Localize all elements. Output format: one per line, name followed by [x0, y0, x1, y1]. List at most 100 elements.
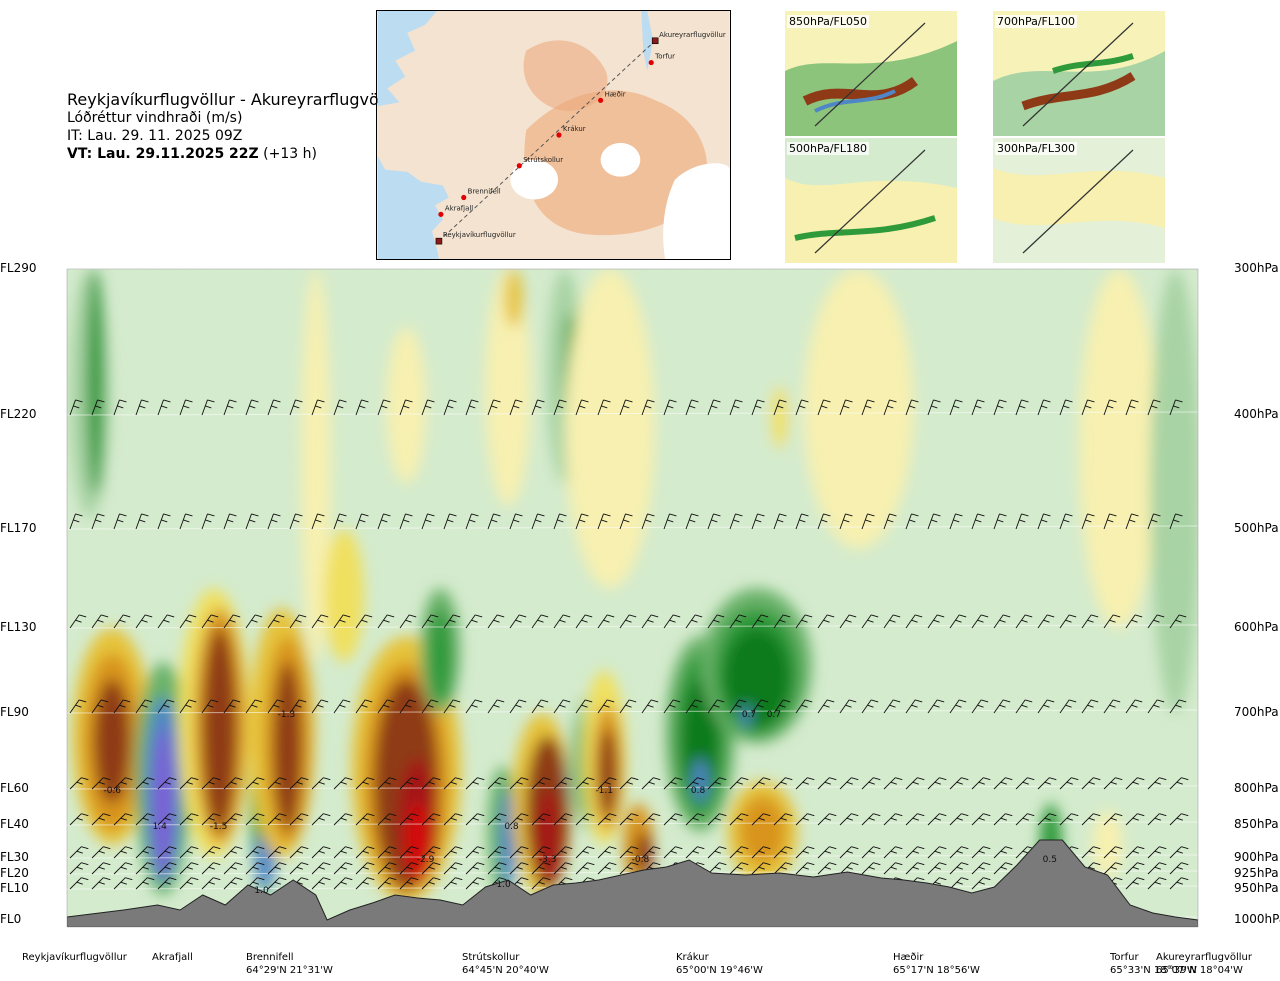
wind-barb	[575, 846, 595, 859]
wind-barb	[487, 399, 501, 416]
inset-500hpa: 500hPa/FL180	[785, 138, 957, 263]
pressure-level-line	[67, 821, 1198, 826]
wind-barb	[334, 269, 335, 270]
map-place: Krákur	[556, 125, 586, 138]
wind-barb	[246, 269, 247, 270]
wind-barb	[641, 777, 661, 790]
wind-barb	[971, 614, 989, 629]
wind-barb	[949, 699, 967, 714]
wind-barb	[795, 399, 809, 416]
velocity-contour	[682, 679, 719, 804]
wind-barb	[971, 777, 991, 790]
velocity-contour	[941, 758, 1002, 889]
wind-barb	[839, 699, 857, 714]
wind-barb	[642, 269, 643, 270]
wind-barb	[619, 513, 633, 530]
airport-icon	[651, 37, 659, 45]
velocity-contour	[273, 662, 302, 832]
inset-300hpa-label: 300hPa/FL300	[995, 142, 1078, 155]
wind-barb	[135, 513, 149, 530]
wind-barb	[751, 699, 769, 714]
wind-barb	[553, 699, 571, 714]
wind-barb	[993, 614, 1011, 629]
valid-time-offset: (+13 h)	[263, 146, 317, 162]
wind-barb	[883, 862, 903, 875]
wind-barb	[1081, 846, 1101, 859]
plot-frame	[66, 268, 1199, 928]
wind-barb	[949, 813, 969, 826]
wind-barb	[1147, 862, 1167, 875]
wind-barb	[289, 813, 309, 826]
wind-barb	[1147, 777, 1167, 790]
pressure-level-label: 925hPa	[1234, 866, 1279, 880]
wind-barb	[487, 813, 507, 826]
wind-barb	[377, 813, 397, 826]
wind-barb	[994, 269, 995, 270]
map-place-label: Akrafjall	[445, 204, 473, 212]
cross-section-chart: -0.6 1.4 -1.5 -1.3 1.0 -2.9 0.8 1.0 -3.3 -1.1 -0.8…	[66, 268, 1199, 928]
wind-barb	[509, 846, 529, 859]
velocity-contour	[564, 269, 655, 589]
velocity-contour	[485, 269, 532, 507]
velocity-contour	[634, 831, 653, 877]
wind-barb	[179, 614, 197, 629]
wind-barb	[619, 699, 637, 714]
wind-barb	[443, 399, 457, 416]
map-place-label: Reykjavíkurflugvöllur	[443, 231, 516, 239]
velocity-contour	[728, 298, 809, 569]
wind-barb	[619, 614, 637, 629]
wind-barb	[267, 699, 285, 714]
waypoint-name: Akureyrarflugvöllur	[1156, 952, 1253, 963]
wind-barb	[1060, 269, 1061, 270]
waypoint-label: Torfur 65°33'N 18°07'W	[1110, 951, 1197, 977]
wind-barb	[1169, 813, 1189, 826]
wind-barb	[685, 513, 699, 530]
wind-barb	[509, 699, 527, 714]
wind-barb	[597, 813, 617, 826]
wind-barb	[905, 513, 919, 530]
wind-barb	[531, 614, 549, 629]
wind-barb	[223, 614, 241, 629]
wind-barb	[465, 862, 485, 875]
glacier-hofsjokull	[600, 142, 641, 177]
wind-barb	[333, 813, 353, 826]
wind-barb	[509, 862, 529, 875]
wind-barb	[223, 846, 243, 859]
wind-barb	[927, 513, 941, 530]
wind-barb	[1103, 513, 1117, 530]
wind-barb	[333, 846, 353, 859]
wind-barb	[1081, 513, 1095, 530]
wind-barb	[311, 614, 329, 629]
wind-barb	[531, 513, 545, 530]
wind-barb	[575, 699, 593, 714]
wind-barb	[91, 877, 111, 890]
wind-barb	[949, 399, 963, 416]
map-place-label: Krákur	[563, 125, 586, 133]
wind-barb	[135, 777, 155, 790]
wind-barb	[971, 862, 991, 875]
wind-barb	[135, 877, 155, 890]
wind-barb	[1169, 877, 1189, 890]
wind-barb	[554, 269, 555, 270]
value-label: -0.6	[103, 786, 121, 796]
wind-barb	[619, 862, 639, 875]
wind-barb	[905, 777, 925, 790]
wind-barb	[1147, 513, 1161, 530]
wind-barb	[531, 699, 549, 714]
wind-barb	[883, 846, 903, 859]
wind-barb	[1169, 846, 1189, 859]
wind-barb	[1037, 513, 1051, 530]
wind-barb	[597, 399, 611, 416]
wind-barb	[157, 699, 175, 714]
wind-barb	[289, 846, 309, 859]
wind-barb	[421, 862, 441, 875]
wind-barb	[267, 813, 287, 826]
wind-barb	[399, 813, 419, 826]
wind-barb	[311, 813, 331, 826]
pressure-level-label: 700hPa	[1234, 705, 1279, 719]
wind-barb	[663, 614, 681, 629]
chart-title: Reykjavíkurflugvöllur - Akureyrarflugvöl…	[67, 90, 405, 109]
wind-barb	[1059, 513, 1073, 530]
wind-barb	[575, 777, 595, 790]
wind-barb	[597, 862, 617, 875]
